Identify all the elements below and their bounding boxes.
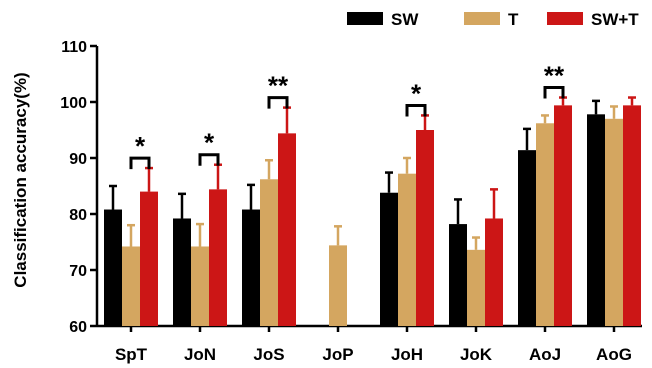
legend-label: SW+T	[591, 10, 639, 29]
x-tick-label: JoK	[460, 345, 493, 364]
significance-bracket	[129, 156, 151, 170]
x-tick-label: AoJ	[529, 345, 561, 364]
bar	[416, 130, 434, 326]
bar	[554, 105, 572, 326]
x-tick-label: JoS	[253, 345, 284, 364]
bar	[518, 150, 536, 326]
bar	[242, 209, 260, 326]
legend-swatch	[347, 12, 383, 25]
y-tick-label: 110	[61, 39, 87, 56]
bar	[104, 209, 122, 326]
x-tick-label: JoN	[184, 345, 216, 364]
bar	[623, 105, 641, 326]
bars-layer	[104, 105, 641, 326]
significance-bracket	[198, 153, 220, 166]
legend-swatch	[547, 12, 583, 25]
error-bars-layer	[109, 96, 636, 250]
significance-stars: **	[268, 71, 289, 101]
bar	[467, 249, 485, 326]
legend-label: T	[508, 10, 519, 29]
significance-bracket	[405, 103, 427, 117]
bar	[485, 218, 503, 326]
bar	[536, 123, 554, 326]
legend-label: SW	[391, 10, 419, 29]
bar	[380, 192, 398, 326]
significance-bracket	[543, 86, 565, 99]
significance-stars: **	[544, 61, 565, 91]
bar	[278, 133, 296, 326]
bar	[605, 118, 623, 326]
bar	[140, 191, 158, 326]
legend: SW T SW+T	[347, 10, 639, 29]
x-axis: SpT JoN JoS JoP JoH JoK AoJ AoG	[97, 324, 642, 364]
bar	[398, 173, 416, 326]
y-tick-label: 80	[69, 207, 87, 224]
x-tick-label: JoP	[322, 345, 353, 364]
bar	[329, 245, 347, 326]
y-tick-label: 70	[69, 263, 87, 280]
y-axis: 60 70 80 90 100 110	[60, 39, 99, 336]
y-tick-label: 60	[69, 319, 87, 336]
legend-swatch	[464, 12, 500, 25]
y-tick-label: 100	[60, 95, 87, 112]
bar	[191, 246, 209, 326]
x-tick-label: AoG	[596, 345, 632, 364]
significance-layer: * *** ***	[129, 61, 565, 170]
bar	[587, 114, 605, 326]
bar	[449, 224, 467, 326]
x-tick-label: SpT	[115, 345, 148, 364]
significance-stars: *	[135, 131, 146, 161]
significance-bracket	[267, 96, 289, 109]
significance-stars: *	[204, 128, 215, 158]
y-axis-title: Classification accuracy(%)	[11, 72, 30, 287]
bar	[122, 246, 140, 326]
y-tick-label: 90	[69, 151, 87, 168]
bar	[260, 179, 278, 326]
bar	[209, 189, 227, 326]
bar	[173, 218, 191, 326]
significance-stars: *	[411, 78, 422, 108]
x-tick-label: JoH	[391, 345, 423, 364]
